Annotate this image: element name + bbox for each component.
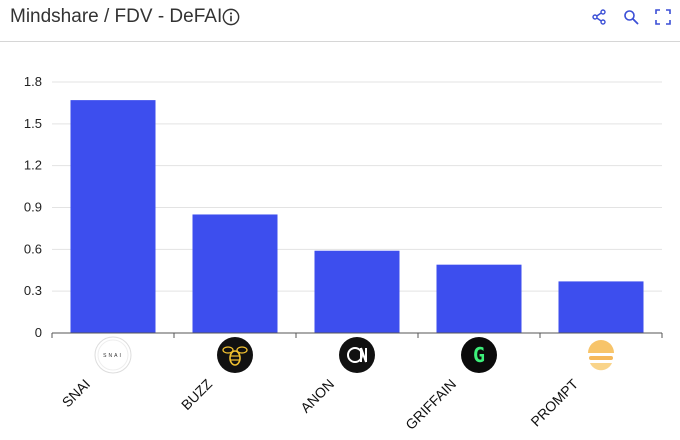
snai-logo-icon: SNAI xyxy=(94,336,132,374)
bar-prompt[interactable] xyxy=(558,281,644,333)
buzz-bee-icon xyxy=(217,337,253,373)
category-labels: SNAI BUZZ ANON GRIFFAIN PROMPT xyxy=(59,375,582,432)
x-category-label: PROMPT xyxy=(527,375,581,429)
chart-header: Mindshare / FDV - DeFAI xyxy=(0,0,680,42)
bars xyxy=(70,100,644,333)
y-tick-label: 0.3 xyxy=(24,283,42,298)
x-category-label: SNAI xyxy=(59,376,93,410)
snai-logo-text: SNAI xyxy=(103,353,123,359)
bar-anon[interactable] xyxy=(314,250,400,333)
bar-griffain[interactable] xyxy=(436,264,522,333)
x-category-label: BUZZ xyxy=(178,375,215,412)
x-axis xyxy=(51,332,663,338)
bar-buzz[interactable] xyxy=(192,214,278,333)
y-tick-label: 1.2 xyxy=(24,158,42,173)
y-axis-ticks: 0 0.3 0.6 0.9 1.2 1.5 1.8 xyxy=(24,74,42,340)
info-icon[interactable] xyxy=(222,8,240,26)
bar-chart: 0 0.3 0.6 0.9 1.2 1.5 1.8 SNAI G SNAI BUZZ ANON GR… xyxy=(24,74,663,433)
y-tick-label: 1.8 xyxy=(24,74,42,89)
y-tick-label: 0.9 xyxy=(24,200,42,215)
griffain-g-icon: G xyxy=(461,337,497,373)
x-category-label: ANON xyxy=(297,376,337,416)
griffain-logo-text: G xyxy=(473,343,485,367)
share-icon[interactable] xyxy=(590,8,608,26)
anon-logo-icon xyxy=(339,337,375,373)
prompt-logo-icon xyxy=(583,337,619,373)
y-tick-label: 1.5 xyxy=(24,116,42,131)
y-tick-label: 0 xyxy=(35,325,42,340)
category-icons: SNAI G xyxy=(94,336,619,374)
chart-title: Mindshare / FDV - DeFAI xyxy=(10,6,223,27)
zoom-icon[interactable] xyxy=(622,8,640,26)
x-category-label: GRIFFAIN xyxy=(402,376,459,433)
chart-toolbar xyxy=(590,8,672,26)
y-tick-label: 0.6 xyxy=(24,241,42,256)
fullscreen-icon[interactable] xyxy=(654,8,672,26)
bar-snai[interactable] xyxy=(70,100,156,333)
